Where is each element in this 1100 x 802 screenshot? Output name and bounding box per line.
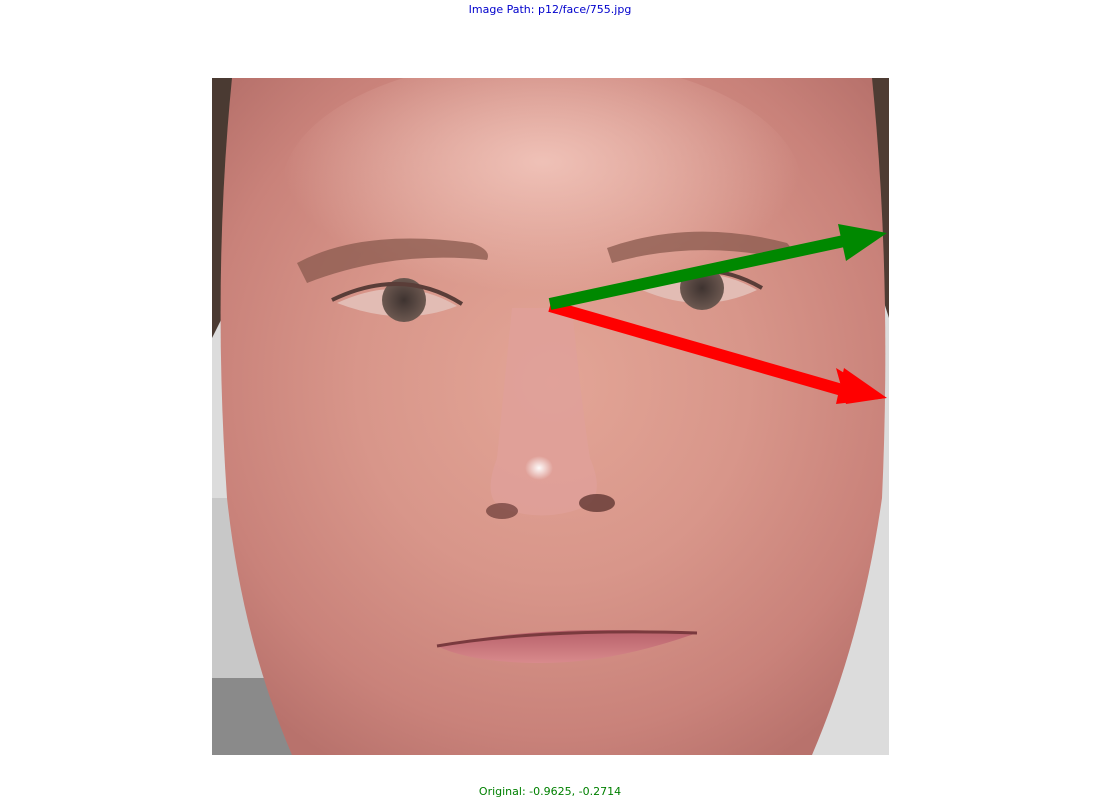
original-values-caption: Original: -0.9625, -0.2714: [0, 785, 1100, 798]
face-photo: [212, 78, 889, 755]
nose-highlight: [525, 456, 553, 480]
left-nostril: [486, 503, 518, 519]
face-photo-svg: [212, 78, 889, 755]
right-nostril: [579, 494, 615, 512]
image-path-title: Image Path: p12/face/755.jpg: [0, 3, 1100, 16]
